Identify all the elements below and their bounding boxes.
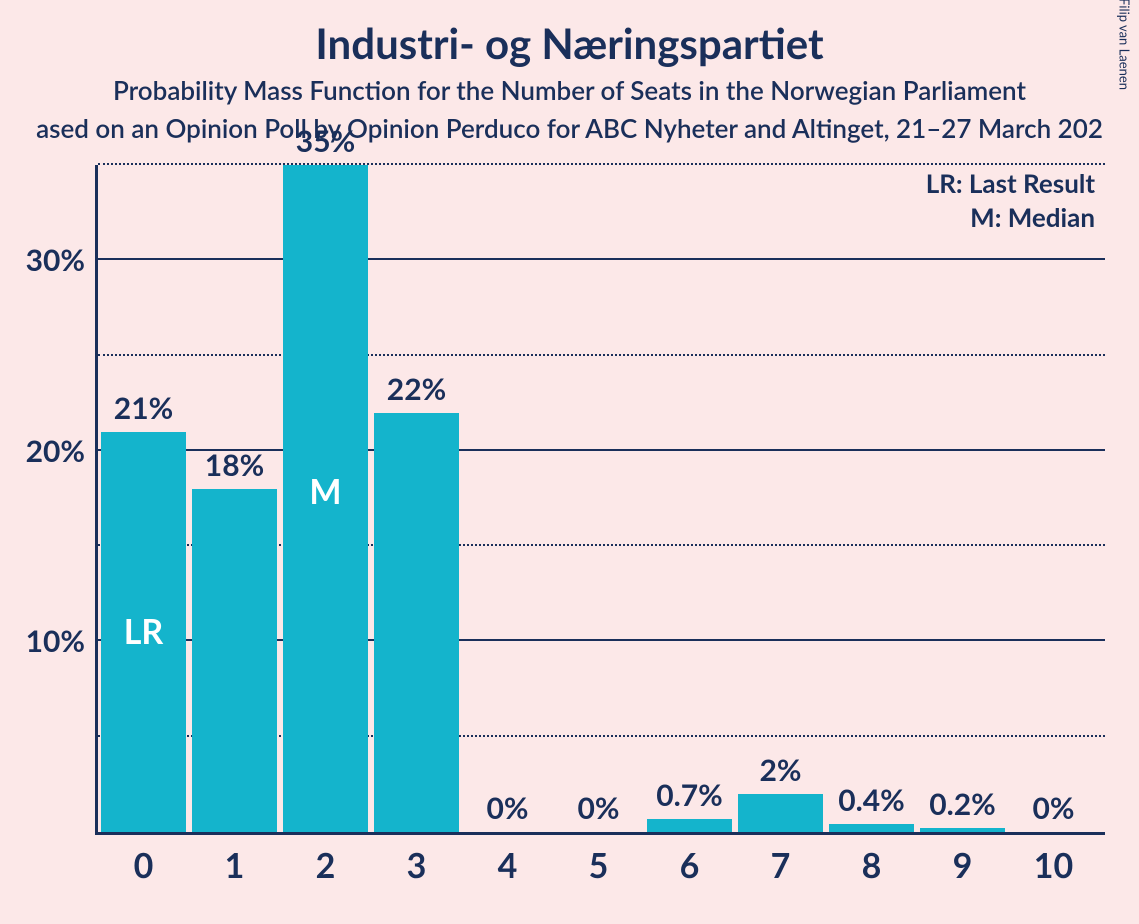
x-tick-label: 7 [771, 845, 791, 886]
bar-inner-label: LR [124, 611, 164, 652]
bar-value-label: 0.7% [656, 777, 723, 813]
legend-m: M: Median [970, 201, 1095, 233]
copyright-label: © 2025 Filip van Laenen [1117, 0, 1133, 90]
bar-value-label: 22% [387, 371, 446, 407]
gridline-minor [98, 163, 1105, 165]
plot-area: LR: Last Result M: Median 10%20%30%21%LR… [95, 165, 1105, 835]
bar-value-label: 0% [578, 790, 620, 826]
y-tick-label: 20% [0, 433, 85, 469]
chart-subtitle-1: Probability Mass Function for the Number… [0, 74, 1139, 106]
x-tick-label: 3 [407, 845, 427, 886]
x-tick-label: 6 [680, 845, 700, 886]
bar [829, 824, 914, 832]
x-tick-label: 8 [862, 845, 882, 886]
x-axis [95, 832, 1105, 835]
x-tick-label: 1 [225, 845, 245, 886]
y-tick-label: 30% [0, 242, 85, 278]
bar [192, 489, 277, 832]
bar-value-label: 21% [114, 390, 173, 426]
chart-title: Industri- og Næringspartiet [0, 18, 1139, 68]
bar [374, 413, 459, 832]
x-tick-label: 5 [589, 845, 609, 886]
pmf-bar-chart: Industri- og Næringspartiet Probability … [0, 0, 1139, 924]
x-tick-label: 2 [316, 845, 336, 886]
bar-inner-label: M [309, 471, 341, 512]
bar-value-label: 18% [205, 447, 264, 483]
bar-value-label: 35% [296, 123, 355, 159]
x-tick-label: 4 [498, 845, 518, 886]
bar [738, 794, 823, 832]
bar-value-label: 0.2% [929, 786, 996, 822]
x-tick-label: 0 [134, 845, 154, 886]
gridline-major [98, 258, 1105, 260]
bar-value-label: 0% [487, 790, 529, 826]
bar-value-label: 2% [760, 752, 802, 788]
y-tick-label: 10% [0, 623, 85, 659]
bar [920, 828, 1005, 832]
bar-value-label: 0% [1033, 790, 1075, 826]
legend-lr: LR: Last Result [926, 167, 1095, 199]
bar-value-label: 0.4% [838, 782, 905, 818]
x-tick-label: 9 [953, 845, 973, 886]
chart-subtitle-2: ased on an Opinion Poll by Opinion Perdu… [0, 112, 1139, 144]
x-tick-label: 10 [1034, 845, 1073, 886]
gridline-minor [98, 354, 1105, 356]
bar [647, 819, 732, 832]
